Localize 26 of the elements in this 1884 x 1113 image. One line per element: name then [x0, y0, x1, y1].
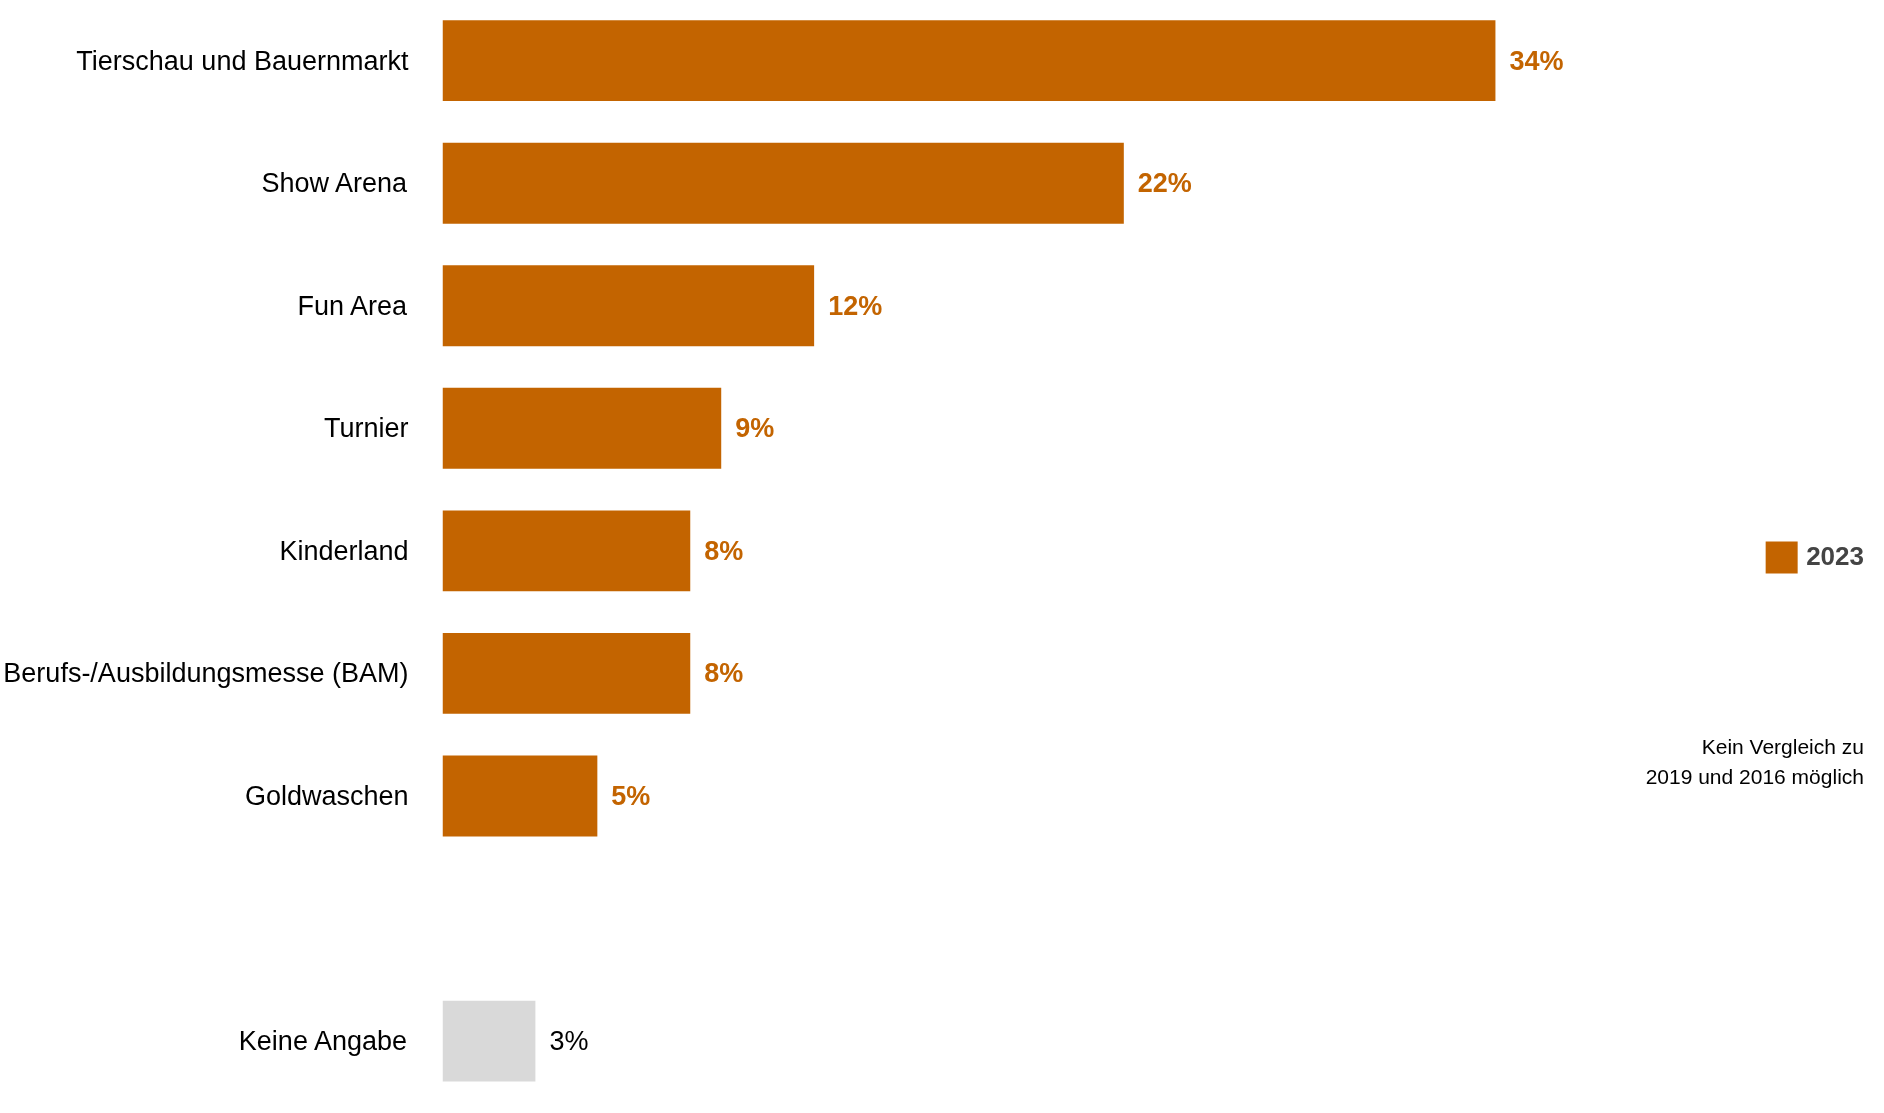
legend-label: 2023 [1806, 541, 1864, 572]
y-tick-label: Berufs-/Ausbildungsmesse (BAM) [3, 658, 409, 689]
bar [442, 632, 691, 714]
text: Kein Vergleich zu 2019 und 2016 möglich [1645, 734, 1864, 788]
y-tick-label: Goldwaschen [244, 780, 409, 811]
data-label: 22% [1137, 168, 1192, 199]
bar [442, 387, 722, 469]
y-tick-label: Kinderland [279, 535, 409, 566]
data-label: 34% [1509, 45, 1564, 76]
data-label: 9% [735, 413, 775, 444]
data-label: 8% [704, 658, 744, 689]
data-label: 3% [549, 1026, 589, 1057]
bar [442, 1000, 536, 1082]
data-label: 8% [704, 535, 744, 566]
y-tick-label: Tierschau und Bauernmarkt [76, 45, 409, 76]
bar [442, 20, 1496, 102]
bar [442, 265, 815, 347]
y-tick-label: Show Arena [261, 168, 408, 199]
bar [442, 510, 691, 592]
bar [442, 142, 1124, 224]
data-label: 12% [828, 290, 883, 321]
y-tick-label: Keine Angabe [238, 1026, 408, 1057]
y-tick-label: Turnier [323, 413, 409, 444]
data-label: 5% [611, 780, 651, 811]
bar [442, 755, 598, 837]
y-tick-label: Fun Area [297, 290, 408, 321]
